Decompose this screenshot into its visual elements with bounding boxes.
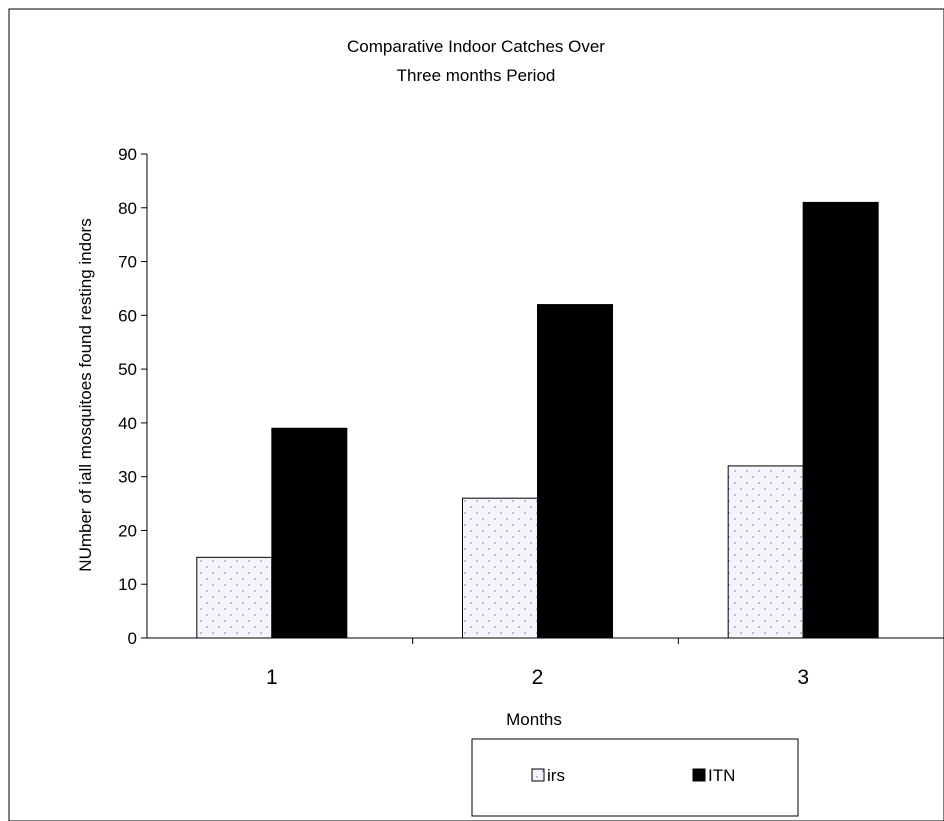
chart-title-line-2: Three months Period xyxy=(397,66,556,85)
legend-label-itn: ITN xyxy=(708,766,735,785)
y-tick-label: 40 xyxy=(118,414,137,433)
bars xyxy=(196,201,879,639)
y-tick-label: 90 xyxy=(118,145,137,164)
tick-labels: 0 10 20 30 40 50 60 70 80 90 1 2 3 xyxy=(118,145,809,689)
y-tick-label: 70 xyxy=(118,253,137,272)
legend-box xyxy=(471,738,799,817)
y-tick-label: 60 xyxy=(118,306,137,325)
bar-itn-month-1 xyxy=(271,427,348,639)
bar-irs-month-2 xyxy=(462,497,538,639)
chart-title-line-1: Comparative Indoor Catches Over xyxy=(347,37,605,56)
y-tick-label: 80 xyxy=(118,199,137,218)
legend-label-irs: irs xyxy=(547,766,565,785)
legend-swatch-itn xyxy=(692,768,706,782)
bar-irs-month-3 xyxy=(727,465,804,639)
bar-irs-month-1 xyxy=(196,556,273,639)
y-tick-label: 0 xyxy=(128,629,137,648)
x-tick-label: 2 xyxy=(532,666,544,689)
y-tick-label: 30 xyxy=(118,468,137,487)
legend: irs ITN xyxy=(471,738,799,817)
bar-itn-month-3 xyxy=(802,201,879,639)
chart-border xyxy=(8,8,944,821)
bar-itn-month-2 xyxy=(537,304,613,639)
y-tick-label: 50 xyxy=(118,360,137,379)
y-tick-label: 10 xyxy=(118,575,137,594)
x-tick-label: 1 xyxy=(266,666,278,689)
y-axis-label: NUmber of iall mosquitoes found resting … xyxy=(76,218,95,571)
x-tick-label: 3 xyxy=(797,666,809,689)
x-axis-label: Months xyxy=(506,710,562,729)
legend-swatch-irs xyxy=(531,768,545,782)
y-tick-label: 20 xyxy=(118,521,137,540)
